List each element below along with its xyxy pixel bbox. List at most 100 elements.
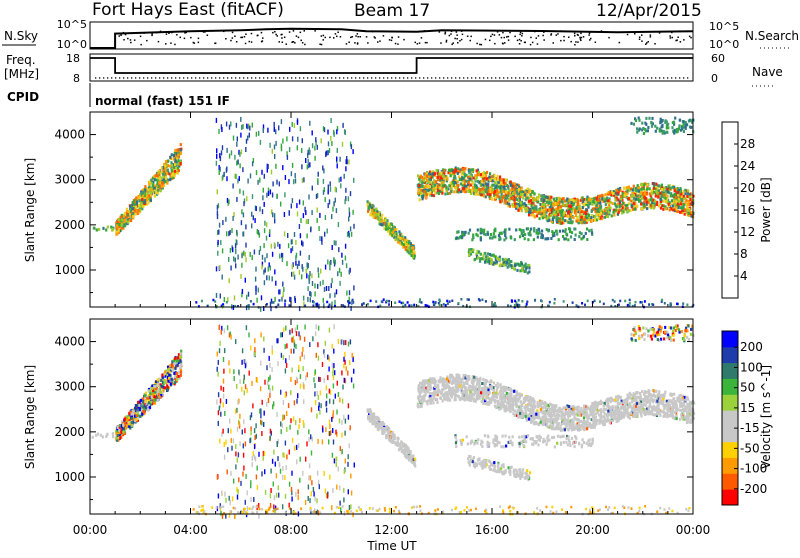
power-cell <box>511 203 513 206</box>
nave-point <box>483 77 484 78</box>
power-cell <box>517 209 519 212</box>
nsky-noise-point <box>556 34 558 36</box>
power-cell <box>233 136 234 141</box>
power-cell <box>345 244 346 249</box>
power-near-range-cell <box>682 302 684 305</box>
power-cell <box>497 178 499 181</box>
nsky-noise-point <box>156 32 158 34</box>
power-cell <box>658 184 660 187</box>
power-cell <box>323 126 324 131</box>
nsky-noise-point <box>445 32 447 33</box>
beam-label: Beam 17 <box>354 1 430 21</box>
power-cell <box>636 131 638 134</box>
power-cell <box>229 154 230 159</box>
power-cell <box>667 188 669 191</box>
nsky-noise-point <box>504 37 506 39</box>
nsky-noise-point <box>590 38 592 40</box>
power-cell <box>640 188 642 191</box>
y-tick-label: 3000 <box>54 173 85 187</box>
power-cell <box>552 218 554 221</box>
power-cell <box>121 227 123 230</box>
freq-tick-top: 18 <box>66 52 80 65</box>
power-cell <box>146 196 148 199</box>
power-cell <box>372 215 374 218</box>
power-cell <box>578 219 580 222</box>
nsky-noise-point <box>577 41 579 43</box>
power-cell <box>269 229 270 234</box>
power-cell <box>286 136 287 141</box>
nsky-noise-point <box>479 44 481 46</box>
power-cell <box>294 232 295 237</box>
power-cell <box>555 208 557 211</box>
power-cell <box>171 174 173 177</box>
power-cell <box>177 148 179 151</box>
power-cell <box>227 198 228 203</box>
power-cell <box>516 269 518 272</box>
power-cell <box>242 289 243 294</box>
power-cell <box>317 218 318 223</box>
y-tick-label: 1000 <box>54 263 85 277</box>
power-cell <box>588 229 590 232</box>
nsky-noise-point <box>580 38 582 40</box>
power-cell <box>570 235 572 238</box>
power-cell <box>275 129 276 134</box>
power-cell <box>345 166 346 171</box>
power-cell <box>179 148 181 151</box>
power-near-range-cell <box>572 301 574 304</box>
power-cell <box>619 200 621 203</box>
power-colorbar-label: Power [dB] <box>759 177 773 242</box>
nave-point <box>255 77 256 78</box>
velocity-cell <box>162 376 164 379</box>
nsky-noise-point <box>485 39 487 41</box>
power-cell <box>221 150 222 155</box>
power-cell <box>295 261 296 266</box>
nsky-noise-point <box>176 34 178 36</box>
power-cell <box>267 164 268 169</box>
velocity-cell <box>179 359 181 362</box>
power-cell <box>112 228 114 231</box>
power-near-range-cell <box>553 302 555 305</box>
nave-point <box>459 77 460 78</box>
power-cell <box>396 232 398 235</box>
power-cell <box>508 258 510 261</box>
power-cell <box>651 125 653 128</box>
nsky-noise-point <box>650 36 652 38</box>
velocity-cell <box>124 418 126 421</box>
power-cell <box>594 216 596 219</box>
power-cell <box>439 187 441 190</box>
nsky-noise-point <box>293 30 295 32</box>
power-cell <box>217 210 218 215</box>
nsky-noise-point <box>575 41 577 43</box>
velocity-cell <box>148 401 150 404</box>
nsky-tick-top: 10^5 <box>57 18 87 31</box>
power-cell <box>411 254 413 257</box>
power-cell <box>337 271 338 276</box>
power-cell <box>264 228 265 233</box>
power-cell <box>643 183 645 186</box>
nave-point <box>343 77 344 78</box>
nsky-noise-point <box>542 35 544 37</box>
power-near-range-cell <box>408 304 410 307</box>
nsky-noise-point <box>319 44 321 46</box>
velocity-cell <box>131 424 133 427</box>
power-cell <box>654 199 656 202</box>
power-cell <box>302 242 303 247</box>
power-cell <box>490 262 492 265</box>
power-near-range-cell <box>288 304 290 307</box>
power-cell <box>563 211 565 214</box>
power-cell <box>528 200 530 203</box>
nsky-noise-point <box>467 36 469 38</box>
power-cell <box>220 240 221 245</box>
power-cell <box>299 224 300 229</box>
power-cell <box>266 275 267 280</box>
nsky-noise-point <box>646 42 648 44</box>
power-cell <box>558 238 560 241</box>
nsky-noise-point <box>168 33 170 35</box>
power-cell <box>272 149 273 154</box>
nave-tick-top: 60 <box>711 52 725 65</box>
power-near-range-cell <box>676 303 678 306</box>
power-cell <box>660 198 662 201</box>
power-cell <box>659 130 661 133</box>
nave-point <box>211 77 212 78</box>
